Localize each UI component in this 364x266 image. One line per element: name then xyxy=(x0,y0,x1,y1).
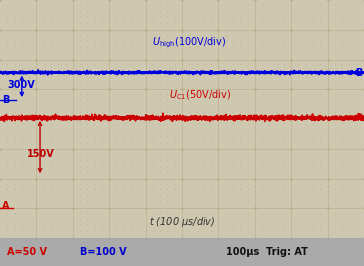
Text: A: A xyxy=(2,201,9,211)
Text: 300V: 300V xyxy=(7,80,35,90)
Text: B=100 V: B=100 V xyxy=(80,247,127,257)
Text: A=50 V: A=50 V xyxy=(7,247,47,257)
Text: 100μs  Trig: AT: 100μs Trig: AT xyxy=(226,247,308,257)
Text: A: A xyxy=(355,113,362,123)
Text: 150V: 150V xyxy=(27,148,55,159)
Text: $t$ (100 μs/div): $t$ (100 μs/div) xyxy=(149,215,215,228)
Text: B: B xyxy=(2,95,9,105)
Text: $U_{\rm high}$(100V/div): $U_{\rm high}$(100V/div) xyxy=(152,36,226,50)
Text: $U_{\rm C1}$(50V/div): $U_{\rm C1}$(50V/div) xyxy=(169,88,232,102)
Text: B: B xyxy=(355,68,362,78)
